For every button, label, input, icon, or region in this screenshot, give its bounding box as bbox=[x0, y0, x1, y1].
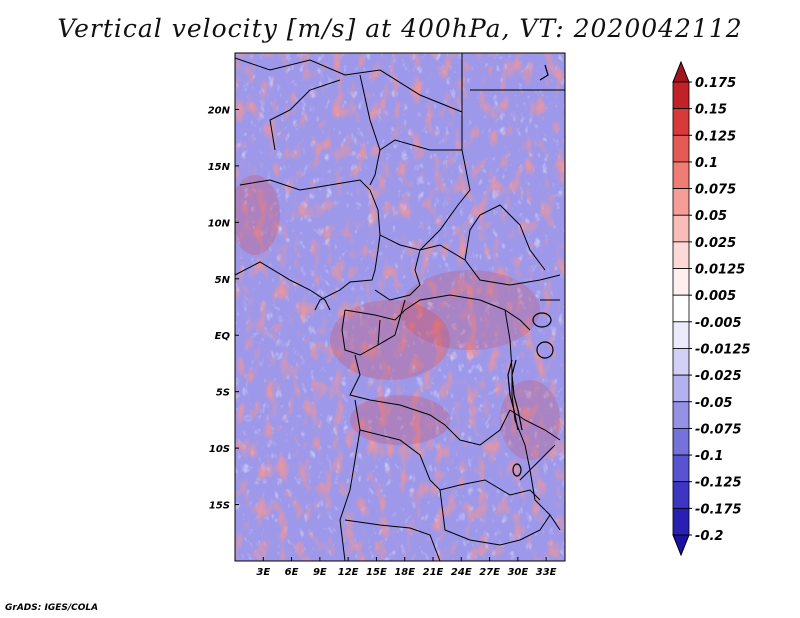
velocity-field bbox=[235, 53, 565, 561]
colorbar-label: -0.2 bbox=[695, 529, 723, 544]
lon-tick-label: 33E bbox=[536, 567, 557, 578]
lon-tick-label: 9E bbox=[313, 567, 327, 578]
country-borders bbox=[235, 53, 565, 561]
colorbar-label: 0.1 bbox=[695, 156, 718, 171]
lat-tick-label: 10N bbox=[208, 218, 231, 229]
colorbar-label: 0.125 bbox=[695, 129, 736, 144]
colorbar-label: -0.0125 bbox=[695, 342, 751, 357]
colorbar-bottom-arrow bbox=[672, 534, 690, 557]
colorbar-label: 0.175 bbox=[695, 76, 736, 91]
colorbar-box bbox=[672, 401, 690, 429]
colorbar-box bbox=[672, 241, 690, 269]
colorbar-label: -0.075 bbox=[695, 422, 742, 437]
lat-tick-label: 10S bbox=[209, 444, 230, 455]
lat-tick-label: 5S bbox=[216, 388, 230, 399]
colorbar-box bbox=[672, 321, 690, 349]
lon-tick-label: 15E bbox=[366, 567, 387, 578]
lat-tick-label: 20N bbox=[208, 105, 231, 116]
colorbar-label: -0.1 bbox=[695, 449, 723, 464]
colorbar-box bbox=[672, 348, 690, 376]
colorbar-label: 0.025 bbox=[695, 236, 736, 251]
lon-tick-label: 24E bbox=[451, 567, 472, 578]
colorbar-box bbox=[672, 81, 690, 110]
lon-tick-label: 18E bbox=[394, 567, 415, 578]
lat-tick-label: 15S bbox=[209, 501, 230, 512]
lon-tick-label: 6E bbox=[285, 567, 299, 578]
colorbar-label: -0.025 bbox=[695, 369, 742, 384]
lon-tick-label: 21E bbox=[423, 567, 444, 578]
lakes bbox=[507, 64, 554, 477]
colorbar-label: -0.005 bbox=[695, 316, 742, 331]
latitude-ticks: 20N 15N 10N 5N EQ 5S 10S 15S bbox=[208, 105, 239, 512]
lat-tick-label: EQ bbox=[215, 331, 231, 342]
lon-tick-label: 12E bbox=[338, 567, 359, 578]
lat-tick-label: 5N bbox=[215, 275, 231, 286]
colorbar-box bbox=[672, 374, 690, 403]
colorbar-box bbox=[672, 268, 690, 296]
lon-tick-label: 30E bbox=[507, 567, 528, 578]
colorbar-box bbox=[672, 294, 690, 323]
colorbar-label: -0.175 bbox=[695, 502, 742, 517]
colorbar-box bbox=[672, 134, 690, 163]
colorbar-box bbox=[672, 454, 690, 483]
colorbar-top-arrow bbox=[672, 60, 690, 83]
map-title: Vertical velocity [m/s] at 400hPa, VT: 2… bbox=[57, 14, 743, 43]
colorbar-label: 0.0125 bbox=[695, 263, 745, 278]
colorbar-box bbox=[672, 214, 690, 243]
map-frame bbox=[234, 52, 566, 562]
colorbar-box bbox=[672, 188, 690, 216]
longitude-ticks: 3E 6E 9E 12E 15E 18E 21E 24E 27E 30E 33E bbox=[256, 557, 557, 578]
lat-tick-label: 15N bbox=[208, 162, 231, 173]
lon-tick-label: 3E bbox=[256, 567, 270, 578]
colorbar-label: 0.15 bbox=[695, 103, 727, 118]
lon-tick-label: 27E bbox=[479, 567, 500, 578]
colorbar-box bbox=[672, 507, 690, 536]
grads-credit: GrADS: IGES/COLA bbox=[5, 603, 99, 613]
colorbar-box bbox=[672, 161, 690, 189]
colorbar-label: 0.005 bbox=[695, 289, 736, 304]
colorbar-label: 0.05 bbox=[695, 209, 727, 224]
colorbar-label: -0.05 bbox=[695, 396, 732, 411]
colorbar-box bbox=[672, 428, 690, 456]
colorbar-box bbox=[672, 481, 690, 509]
colorbar-label: 0.075 bbox=[695, 183, 736, 198]
colorbar: 0.175 0.15 0.125 0.1 0.075 0.05 0.025 0.0125 0.0… bbox=[672, 60, 751, 557]
colorbar-box bbox=[672, 108, 690, 136]
colorbar-label: -0.125 bbox=[695, 476, 742, 491]
